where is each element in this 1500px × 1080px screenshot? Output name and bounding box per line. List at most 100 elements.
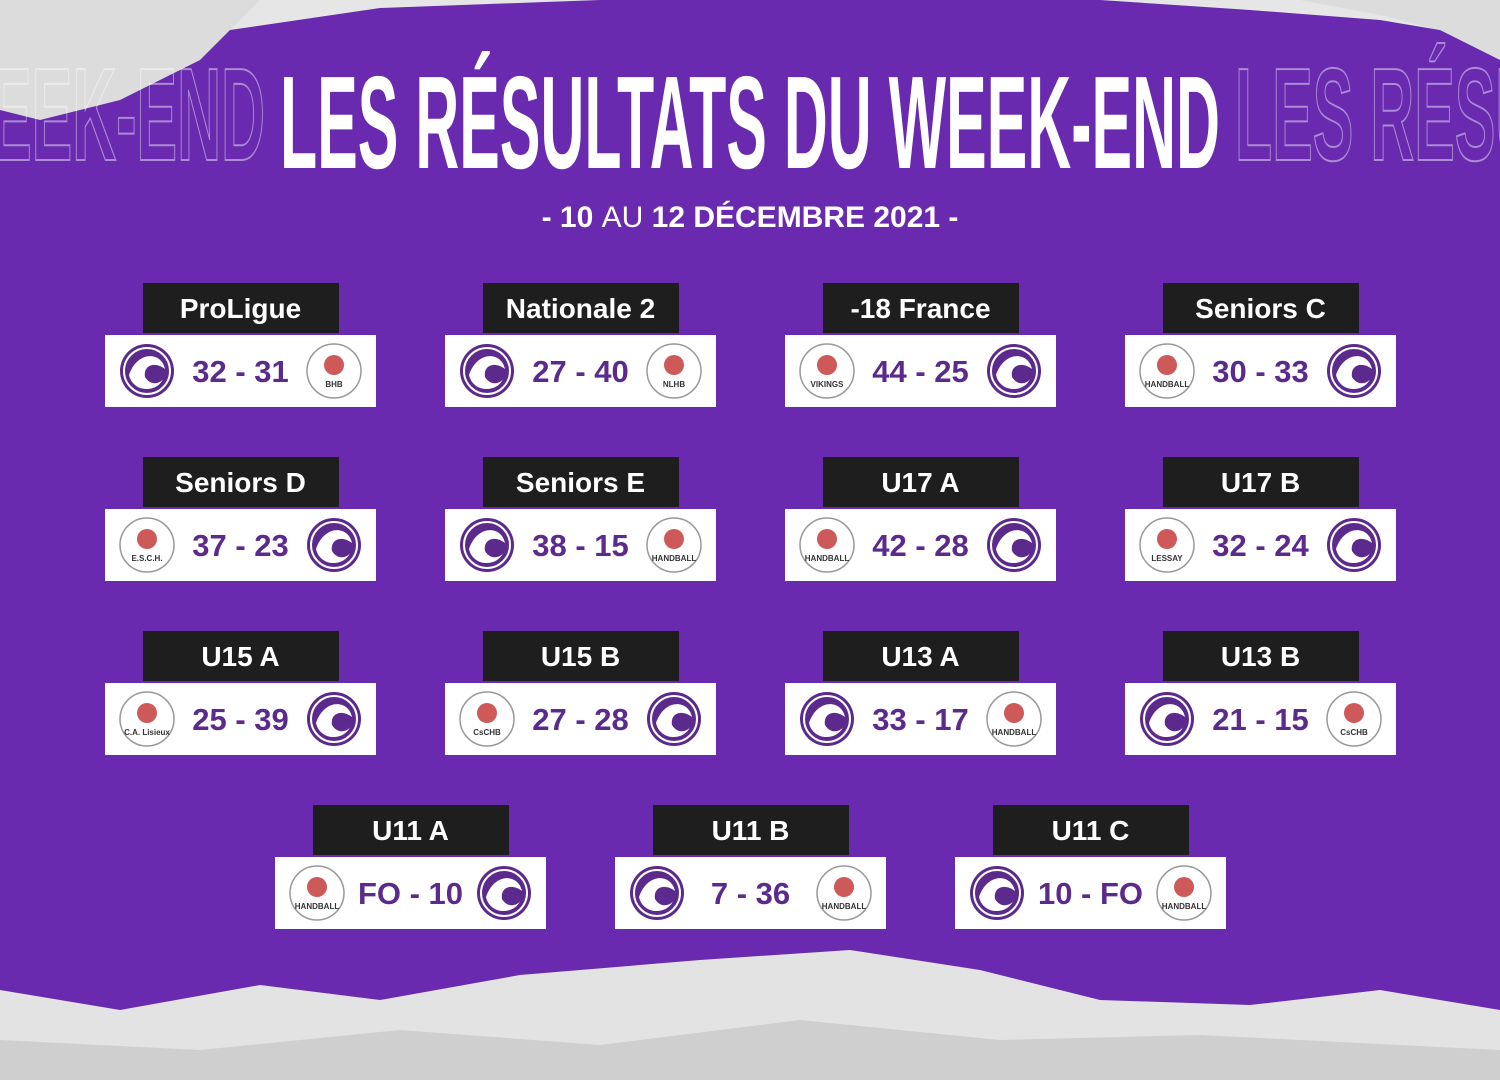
club-logo	[307, 692, 361, 746]
opponent-logo-text: HANDBALL	[805, 554, 850, 563]
opponent-logo-inner	[137, 529, 157, 549]
club-logo-inner	[310, 521, 358, 569]
club-logo-wing	[979, 878, 1015, 912]
score: 33 - 17	[872, 702, 969, 737]
date-to: 12 DÉCEMBRE 2021 -	[652, 200, 959, 234]
club-logo-inner	[480, 869, 528, 917]
result-card: U11 C 10 - FO HANDBALL	[955, 805, 1226, 929]
opponent-logo-inner	[137, 703, 157, 723]
score: 44 - 25	[872, 354, 969, 389]
opponent-logo-inner	[1157, 529, 1177, 549]
club-logo-inner	[1330, 347, 1378, 395]
opponent-logo-text: NLHB	[663, 380, 685, 389]
result-card: -18 France 44 - 25 VIKINGS	[785, 283, 1056, 407]
score: 10 - FO	[1038, 876, 1143, 911]
category: U17 A	[881, 467, 959, 498]
opponent-logo-inner	[1157, 355, 1177, 375]
date-from: - 10	[542, 201, 594, 234]
club-logo-wing	[809, 704, 845, 738]
category: -18 France	[850, 293, 990, 324]
club-logo-inner	[310, 695, 358, 743]
category-box	[143, 457, 339, 507]
club-logo	[120, 344, 174, 398]
category-box	[1163, 631, 1359, 681]
club-logo-wing	[129, 356, 165, 390]
date: - 10 AU 12 DÉCEMBRE 2021 -	[542, 200, 959, 234]
result-card: U11 B 7 - 36 HANDBALL	[615, 805, 886, 929]
club-logo-wing	[469, 356, 505, 390]
club-logo-wing	[1336, 530, 1372, 564]
club-logo-inner	[973, 869, 1021, 917]
category: Seniors D	[175, 467, 306, 498]
category-box	[143, 283, 339, 333]
opponent-logo-text: C.A. Lisieux	[124, 728, 170, 737]
club-logo	[630, 866, 684, 920]
category-box	[313, 805, 509, 855]
opponent-logo-inner	[1174, 877, 1194, 897]
club-logo-inner	[990, 347, 1038, 395]
result-card: ProLigue 32 - 31 BHB	[105, 283, 376, 407]
opponent-logo-inner	[664, 529, 684, 549]
category: U11 C	[1052, 815, 1130, 846]
category-box	[823, 283, 1019, 333]
result-card: U11 A FO - 10 HANDBALL	[275, 805, 546, 929]
club-logo	[987, 344, 1041, 398]
category-box	[143, 631, 339, 681]
result-card: Seniors D 37 - 23 E.S.C.H.	[105, 457, 376, 581]
paper-top-left	[0, 0, 260, 120]
opponent-logo-inner	[324, 355, 344, 375]
club-logo	[1327, 344, 1381, 398]
category-box	[823, 631, 1019, 681]
club-logo	[460, 518, 514, 572]
paper-bottom-shade	[0, 1020, 1500, 1080]
club-logo-inner	[463, 347, 511, 395]
category-box	[653, 805, 849, 855]
opponent-logo-text: E.S.C.H.	[131, 554, 162, 563]
score: 27 - 40	[532, 354, 629, 389]
result-card: Nationale 2 27 - 40 NLHB	[445, 283, 716, 407]
opponent-logo-inner	[664, 355, 684, 375]
club-logo-wing	[1149, 704, 1185, 738]
club-logo-inner	[633, 869, 681, 917]
club-logo-wing	[469, 530, 505, 564]
opponent-logo-inner	[307, 877, 327, 897]
club-logo-wing	[316, 530, 352, 564]
club-logo-wing	[1336, 356, 1372, 390]
result-card: U15 B 27 - 28 CsCHB	[445, 631, 716, 755]
opponent-logo-text: CsCHB	[473, 728, 501, 737]
club-logo-wing	[639, 878, 675, 912]
result-card: U17 A 42 - 28 HANDBALL	[785, 457, 1056, 581]
club-logo-inner	[990, 521, 1038, 569]
club-logo	[1140, 692, 1194, 746]
category: Seniors E	[516, 467, 645, 498]
opponent-logo-text: LESSAY	[1151, 554, 1183, 563]
score: 32 - 31	[192, 354, 289, 389]
category: Seniors C	[1195, 293, 1326, 324]
category: U15 A	[201, 641, 279, 672]
category: U13 B	[1221, 641, 1300, 672]
club-logo	[800, 692, 854, 746]
category: Nationale 2	[506, 293, 655, 324]
result-card: U13 A 33 - 17 HANDBALL	[785, 631, 1056, 755]
club-logo-inner	[803, 695, 851, 743]
score: 25 - 39	[192, 702, 289, 737]
results: ProLigue 32 - 31 BHB Nationale 2 27 - 40 NLHB…	[105, 283, 1396, 929]
club-logo-wing	[656, 704, 692, 738]
opponent-logo-inner	[1344, 703, 1364, 723]
score: 21 - 15	[1212, 702, 1309, 737]
opponent-logo-inner	[817, 529, 837, 549]
opponent-logo-text: CsCHB	[1340, 728, 1368, 737]
category-box	[823, 457, 1019, 507]
category: U15 B	[541, 641, 620, 672]
club-logo-wing	[996, 356, 1032, 390]
club-logo	[970, 866, 1024, 920]
club-logo	[477, 866, 531, 920]
opponent-logo-text: HANDBALL	[992, 728, 1037, 737]
category-box	[1163, 457, 1359, 507]
category: U11 A	[372, 815, 449, 846]
category: ProLigue	[180, 293, 301, 324]
category: U11 B	[712, 815, 790, 846]
club-logo-inner	[463, 521, 511, 569]
opponent-logo-inner	[834, 877, 854, 897]
